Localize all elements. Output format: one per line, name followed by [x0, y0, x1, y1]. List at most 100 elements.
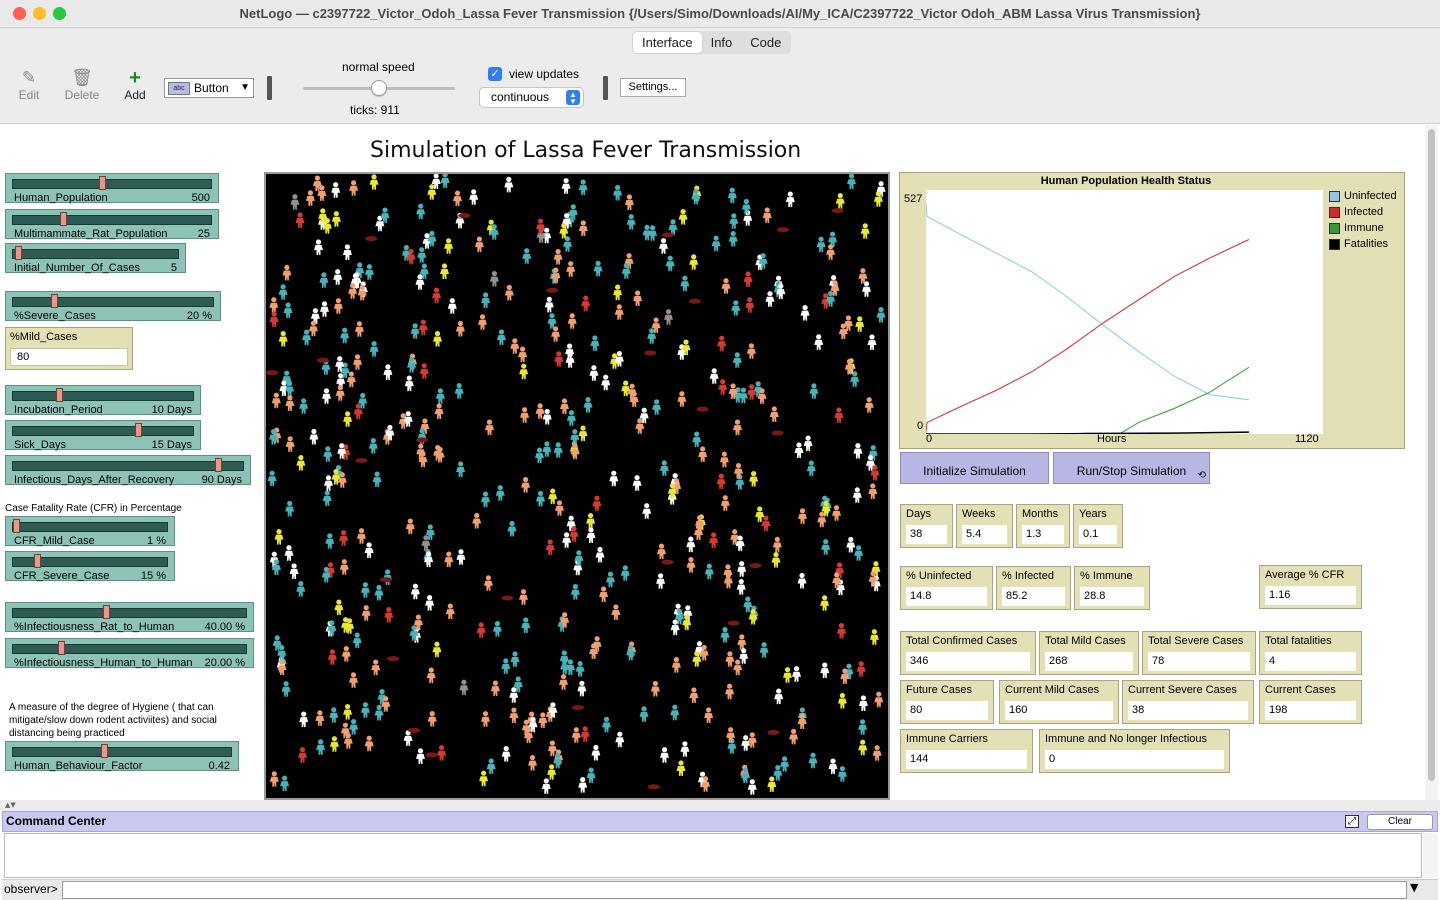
add-button[interactable]: + Add	[122, 68, 148, 102]
person-agent	[830, 280, 840, 296]
initialize-simulation-button[interactable]: Initialize Simulation	[900, 452, 1049, 484]
slider-knob[interactable]	[15, 246, 23, 260]
monitor-value: 0.1	[1079, 525, 1117, 544]
person-agent	[559, 674, 568, 690]
person-agent	[327, 620, 337, 636]
tab-code[interactable]: Code	[750, 35, 782, 50]
slider-infectious-days[interactable]: Infectious_Days_After_Recovery 90 Days	[5, 455, 251, 486]
slider-knob[interactable]	[101, 744, 109, 758]
slider-severe-cases[interactable]: %Severe_Cases 20 %	[5, 291, 221, 322]
settings-button[interactable]: Settings...	[620, 78, 686, 97]
person-agent	[855, 316, 865, 332]
slider-knob[interactable]	[51, 294, 58, 308]
slider-knob[interactable]	[60, 212, 68, 226]
command-output[interactable]	[4, 833, 1422, 878]
zoom-window-button[interactable]	[53, 7, 66, 20]
world-view[interactable]	[264, 172, 890, 800]
person-agent	[312, 175, 322, 192]
person-agent	[678, 209, 688, 225]
person-agent	[609, 470, 619, 487]
person-agent	[737, 634, 747, 650]
tab-info[interactable]: Info	[710, 35, 733, 50]
person-agent	[553, 752, 563, 769]
person-agent	[269, 297, 279, 313]
slider-track[interactable]	[12, 297, 214, 307]
slider-track[interactable]	[12, 522, 168, 532]
slider-track[interactable]	[12, 426, 194, 436]
person-agent	[509, 707, 519, 724]
person-agent	[578, 425, 588, 442]
slider-knob[interactable]	[134, 423, 142, 437]
edit-button[interactable]: ✎ Edit	[17, 68, 41, 102]
toolbar-divider	[267, 76, 272, 100]
monitor-value: 144	[906, 750, 1027, 769]
slider-incubation-period[interactable]: Incubation_Period 10 Days	[5, 385, 201, 416]
person-agent	[626, 644, 636, 661]
view-updates-checkbox[interactable]: ✓	[488, 67, 502, 81]
input-mild-cases[interactable]: %Mild_Cases 80	[5, 327, 133, 370]
slider-knob[interactable]	[98, 176, 106, 190]
slider-initial-cases[interactable]: Initial_Number_Of_Cases 5	[5, 243, 186, 274]
person-agent	[536, 490, 545, 507]
person-agent	[843, 315, 853, 331]
slider-knob[interactable]	[57, 641, 65, 655]
slider-track[interactable]	[12, 461, 244, 471]
slider-track[interactable]	[12, 215, 212, 225]
slider-knob[interactable]	[13, 519, 21, 533]
splitter[interactable]: ▲▼	[0, 800, 1440, 811]
person-agent	[427, 230, 437, 247]
slider-knob[interactable]	[103, 605, 111, 619]
person-agent	[717, 335, 727, 352]
slider-infect-rat-human[interactable]: %Infectiousness_Rat_to_Human 40.00 %	[5, 602, 254, 633]
observer-selector[interactable]: observer>	[4, 882, 58, 896]
person-agent	[772, 536, 782, 553]
person-agent	[271, 559, 281, 575]
person-agent	[358, 392, 368, 409]
slider-infect-human-human[interactable]: %Infectiousness_Human_to_Human 20.00 %	[5, 638, 254, 669]
slider-track[interactable]	[12, 249, 179, 259]
delete-button[interactable]: 🗑 Delete	[64, 68, 100, 102]
slider-cfr-severe[interactable]: CFR_Severe_Case 15 %	[5, 551, 175, 582]
interface-scrollbar[interactable]	[1425, 125, 1438, 800]
widget-type-select[interactable]: abc Button ▼	[164, 78, 254, 98]
slider-human-population[interactable]: Human_Population 500	[5, 173, 219, 204]
slider-knob[interactable]	[55, 388, 63, 402]
slider-knob[interactable]	[34, 554, 42, 568]
person-agent	[334, 599, 344, 616]
slider-track[interactable]	[12, 179, 212, 189]
slider-sick-days[interactable]: Sick_Days 15 Days	[5, 420, 201, 451]
slider-human-behaviour[interactable]: Human_Behaviour_Factor 0.42	[5, 741, 239, 772]
slider-rat-population[interactable]: Multimammate_Rat_Population 25	[5, 209, 219, 240]
person-agent	[718, 379, 728, 395]
slider-track[interactable]	[12, 747, 232, 757]
run-stop-simulation-button[interactable]: Run/Stop Simulation ⟲	[1053, 452, 1210, 484]
mild-cases-field[interactable]: 80	[10, 348, 128, 366]
monitor-days: Days 38	[900, 504, 953, 548]
person-agent	[701, 776, 711, 792]
scrollbar-thumb[interactable]	[1428, 129, 1435, 781]
update-mode-select[interactable]: continuous ▲ ▼	[479, 87, 584, 108]
command-input[interactable]	[62, 881, 1407, 899]
minimize-window-button[interactable]	[33, 7, 46, 20]
legend-swatch	[1329, 190, 1340, 202]
close-window-button[interactable]	[13, 7, 26, 20]
command-output-scrollbar[interactable]	[1423, 833, 1438, 878]
slider-knob[interactable]	[214, 458, 222, 472]
tab-interface[interactable]: Interface	[633, 32, 702, 53]
history-dropdown-icon[interactable]: ▼	[1410, 881, 1419, 894]
expand-icon[interactable]: ⤢	[1345, 815, 1359, 828]
monitor-label: Current Cases	[1265, 684, 1336, 696]
rat-agent	[458, 213, 471, 219]
person-agent	[337, 443, 347, 459]
monitor-label: Immune Carriers	[906, 733, 988, 745]
slider-cfr-mild[interactable]: CFR_Mild_Case 1 %	[5, 516, 175, 547]
speed-slider-knob[interactable]	[371, 80, 387, 96]
person-agent	[562, 213, 572, 229]
clear-button[interactable]: Clear	[1367, 814, 1433, 830]
slider-track[interactable]	[12, 557, 168, 567]
slider-track[interactable]	[12, 644, 247, 654]
slider-track[interactable]	[12, 391, 194, 401]
legend-uninfected: Uninfected	[1329, 190, 1397, 202]
rat-agent	[365, 236, 378, 242]
slider-track[interactable]	[12, 608, 247, 618]
